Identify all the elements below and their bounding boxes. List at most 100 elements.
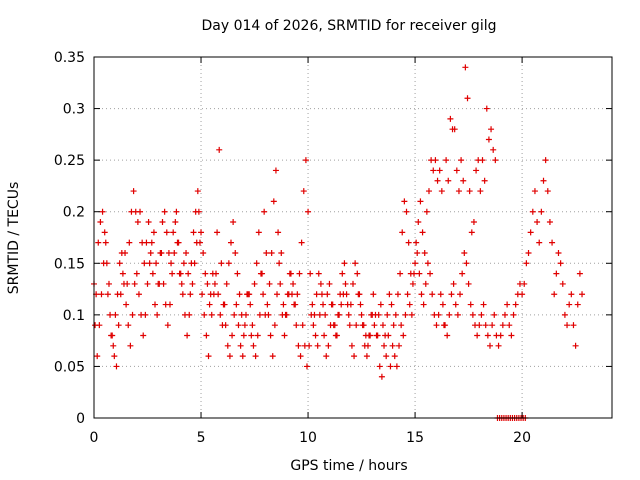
data-point xyxy=(355,291,362,298)
data-point xyxy=(358,311,365,318)
data-point xyxy=(134,219,141,226)
data-point xyxy=(165,249,172,256)
data-point xyxy=(462,64,469,71)
data-point xyxy=(254,332,261,339)
data-point xyxy=(293,322,300,329)
data-point xyxy=(101,229,108,236)
x-tick-label: 5 xyxy=(197,430,206,446)
data-point xyxy=(423,208,430,215)
data-point xyxy=(451,126,458,133)
data-point xyxy=(458,157,465,164)
data-point xyxy=(203,332,210,339)
data-point xyxy=(209,270,216,277)
data-point xyxy=(95,239,102,246)
data-point xyxy=(110,342,117,349)
data-point xyxy=(336,311,343,318)
data-point xyxy=(405,239,412,246)
data-point xyxy=(385,332,392,339)
data-point xyxy=(235,322,242,329)
data-point xyxy=(310,322,317,329)
data-point xyxy=(177,270,184,277)
data-point xyxy=(467,301,474,308)
data-point xyxy=(350,280,356,287)
data-point xyxy=(399,229,406,236)
data-point xyxy=(439,301,446,308)
data-point xyxy=(276,260,283,267)
data-point xyxy=(383,353,390,360)
data-point xyxy=(510,311,517,318)
data-point xyxy=(313,291,320,298)
data-point xyxy=(189,280,196,287)
data-point xyxy=(418,291,425,298)
data-point xyxy=(351,353,358,360)
data-point xyxy=(488,126,495,133)
data-point xyxy=(230,219,237,226)
data-point xyxy=(499,322,506,329)
data-point xyxy=(440,322,447,329)
data-point xyxy=(384,311,391,318)
data-point xyxy=(137,208,144,215)
data-point xyxy=(400,332,407,339)
data-point xyxy=(115,322,122,329)
data-point xyxy=(173,208,180,215)
data-point xyxy=(198,229,205,236)
data-point xyxy=(307,270,314,277)
data-point xyxy=(153,260,160,267)
data-point xyxy=(453,167,460,174)
data-point xyxy=(411,270,418,277)
data-point xyxy=(417,198,424,205)
data-point xyxy=(94,353,101,360)
data-point xyxy=(186,311,193,318)
data-point xyxy=(217,311,224,318)
data-point xyxy=(377,301,384,308)
data-point xyxy=(408,311,415,318)
data-point xyxy=(105,280,112,287)
data-point xyxy=(166,301,173,308)
data-point xyxy=(483,105,490,112)
data-point xyxy=(277,280,284,287)
data-point xyxy=(229,332,236,339)
data-point xyxy=(346,322,353,329)
data-point xyxy=(303,363,310,370)
data-point xyxy=(111,353,118,360)
data-point xyxy=(150,229,157,236)
data-point xyxy=(432,157,439,164)
data-point xyxy=(225,260,232,267)
data-point xyxy=(282,311,289,318)
data-point xyxy=(331,322,338,329)
data-point xyxy=(568,291,575,298)
data-point xyxy=(354,270,361,277)
data-point xyxy=(288,291,295,298)
data-point xyxy=(473,167,480,174)
data-point xyxy=(204,280,211,287)
data-point xyxy=(249,322,256,329)
data-point xyxy=(252,353,259,360)
data-point xyxy=(226,353,233,360)
data-point xyxy=(378,373,385,380)
data-point xyxy=(234,270,241,277)
data-point xyxy=(220,301,227,308)
data-point xyxy=(559,280,566,287)
data-point xyxy=(278,249,285,256)
data-point xyxy=(529,208,536,215)
data-point xyxy=(381,342,388,349)
data-point xyxy=(222,322,229,329)
axes: 0 0.05 0.1 0.15 0.2 0.25 0.3 0.35 0 5 10 15 20 xyxy=(54,50,613,446)
data-point xyxy=(269,353,276,360)
data-point xyxy=(461,249,468,256)
data-point xyxy=(572,342,579,349)
data-point xyxy=(161,208,168,215)
data-point xyxy=(474,332,481,339)
data-point xyxy=(97,219,104,226)
data-point xyxy=(478,311,485,318)
data-point xyxy=(194,188,201,195)
data-point xyxy=(570,322,577,329)
data-point xyxy=(480,301,487,308)
data-point xyxy=(317,280,324,287)
data-point xyxy=(353,322,360,329)
data-point xyxy=(386,291,393,298)
data-point xyxy=(389,342,396,349)
data-point xyxy=(388,301,395,308)
data-point xyxy=(409,280,416,287)
